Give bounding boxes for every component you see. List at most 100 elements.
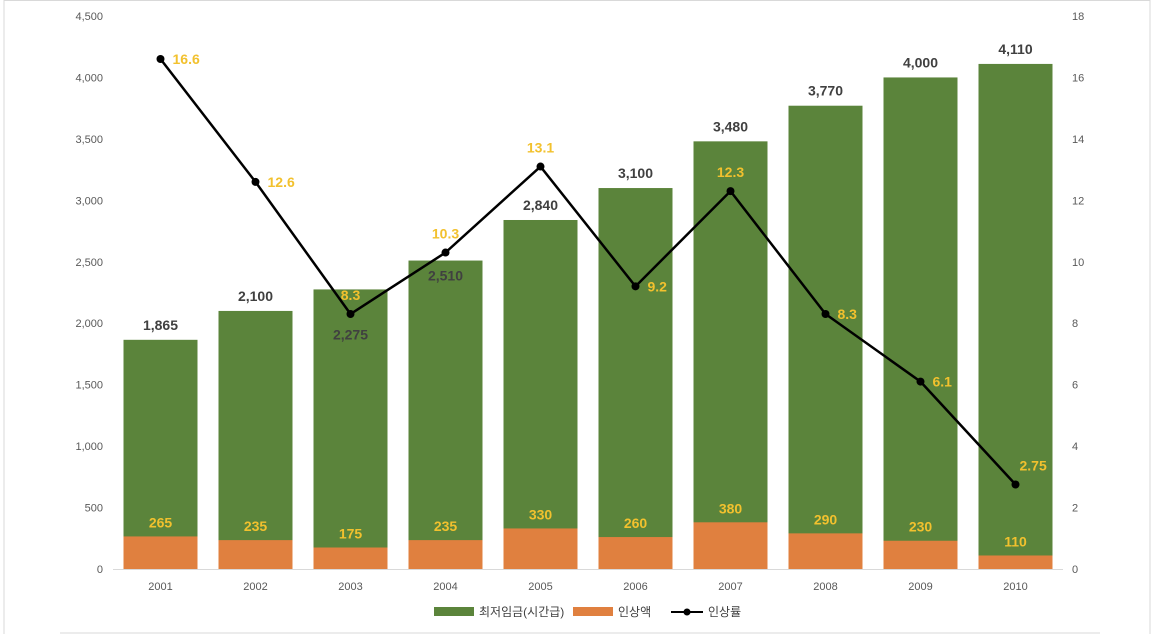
rate-point <box>156 55 165 64</box>
increase-bar <box>313 547 388 569</box>
left-axis-tick-label: 500 <box>85 503 103 515</box>
increase-bar <box>598 537 673 569</box>
rate-value-label: 16.6 <box>173 51 200 67</box>
left-axis-tick-label: 3,500 <box>75 134 103 146</box>
rate-value-label: 9.2 <box>648 278 668 294</box>
right-axis-tick-label: 2 <box>1072 503 1078 515</box>
right-axis-tick-label: 10 <box>1072 257 1084 269</box>
legend-label-wage: 최저임금(시간급) <box>479 605 564 619</box>
rate-value-label: 8.3 <box>341 287 361 303</box>
right-axis-tick-label: 4 <box>1072 441 1078 453</box>
rate-point <box>346 310 355 319</box>
increase-bar <box>408 540 483 569</box>
x-axis-tick-label: 2005 <box>528 581 552 593</box>
rate-point <box>251 177 260 186</box>
increase-value-label: 265 <box>149 514 173 530</box>
wage-bar <box>978 63 1053 569</box>
left-axis-tick-label: 4,000 <box>75 72 103 84</box>
right-axis-tick-label: 0 <box>1072 564 1078 576</box>
wage-bar <box>123 339 198 569</box>
left-axis-tick-label: 1,500 <box>75 380 103 392</box>
wage-value-label: 3,100 <box>618 165 653 181</box>
rate-point <box>726 187 735 196</box>
rate-point <box>821 310 830 319</box>
wage-bar <box>408 260 483 569</box>
rate-value-label: 12.3 <box>717 164 744 180</box>
right-axis-tick-label: 14 <box>1072 134 1084 146</box>
wage-bars <box>123 63 1053 570</box>
wage-bar <box>313 289 388 569</box>
legend-swatch-wage <box>434 607 474 616</box>
wage-bar <box>503 219 578 570</box>
wage-value-label: 2,840 <box>523 197 558 213</box>
right-axis-tick-label: 8 <box>1072 318 1078 330</box>
left-axis-tick-label: 1,000 <box>75 441 103 453</box>
left-y-axis: 0 500 1,000 1,500 2,000 2,500 3,000 3,500 4,000 4… <box>75 11 103 576</box>
right-axis-tick-label: 6 <box>1072 380 1078 392</box>
wage-value-label: 4,000 <box>903 54 938 70</box>
right-axis-tick-label: 18 <box>1072 11 1084 23</box>
increase-value-label: 260 <box>624 515 648 531</box>
legend-label-increase: 인상액 <box>618 605 651 619</box>
wage-value-label: 4,110 <box>998 41 1032 57</box>
wage-value-label: 2,275 <box>333 326 368 342</box>
x-axis-tick-label: 2004 <box>433 581 457 593</box>
wage-bar <box>788 105 863 569</box>
wage-bar <box>693 141 768 569</box>
x-axis-tick-label: 2010 <box>1003 581 1027 593</box>
rate-point <box>441 248 450 257</box>
increase-value-label: 380 <box>719 500 743 516</box>
x-axis-tick-label: 2002 <box>243 581 267 593</box>
increase-bars <box>123 522 1053 569</box>
wage-value-label: 1,865 <box>143 317 178 333</box>
increase-value-label: 235 <box>434 518 458 534</box>
x-axis-tick-label: 2009 <box>908 581 932 593</box>
increase-bar <box>788 533 863 569</box>
legend-label-rate: 인상률 <box>708 605 741 619</box>
rate-value-label: 13.1 <box>527 140 554 156</box>
left-axis-tick-label: 2,000 <box>75 318 103 330</box>
wage-value-label: 2,510 <box>428 268 463 284</box>
increase-value-label: 330 <box>529 506 553 522</box>
left-axis-tick-label: 3,000 <box>75 195 103 207</box>
x-axis-tick-label: 2007 <box>718 581 742 593</box>
rate-value-label: 10.3 <box>432 226 459 242</box>
x-axis-tick-label: 2003 <box>338 581 362 593</box>
x-axis-tick-label: 2006 <box>623 581 647 593</box>
increase-bar <box>503 528 578 569</box>
rate-line <box>156 55 1020 489</box>
rate-value-label: 6.1 <box>933 374 953 390</box>
left-axis-tick-label: 4,500 <box>75 11 103 23</box>
increase-value-label: 230 <box>909 519 933 535</box>
legend: 최저임금(시간급) 인상액 인상률 <box>434 605 741 619</box>
left-axis-tick-label: 0 <box>97 564 103 576</box>
rate-point <box>631 282 640 291</box>
right-axis-tick-label: 12 <box>1072 195 1084 207</box>
wage-value-label: 3,770 <box>808 83 843 99</box>
rate-point <box>1011 480 1020 489</box>
wage-bar <box>598 188 673 570</box>
rate-value-label: 8.3 <box>838 306 858 322</box>
wage-bar <box>883 77 958 569</box>
increase-value-label: 290 <box>814 511 838 527</box>
right-y-axis: 0 2 4 6 8 10 12 14 16 18 <box>1072 11 1084 576</box>
wage-value-label: 2,100 <box>238 288 273 304</box>
increase-bar <box>883 540 958 569</box>
legend-swatch-increase <box>573 607 613 616</box>
x-axis-tick-label: 2008 <box>813 581 837 593</box>
left-axis-tick-label: 2,500 <box>75 257 103 269</box>
data-labels: 1,865 2,100 2,275 2,510 2,840 3,100 3,480 3,770… <box>143 41 1047 550</box>
increase-bar <box>978 555 1053 569</box>
rate-line-path <box>159 58 1017 486</box>
x-axis-tick-label: 2001 <box>148 581 172 593</box>
increase-bar <box>123 536 198 569</box>
right-axis-tick-label: 16 <box>1072 72 1084 84</box>
wage-bar <box>218 310 293 569</box>
increase-bar <box>693 522 768 569</box>
rate-point <box>536 162 545 171</box>
wage-value-label: 3,480 <box>713 118 748 134</box>
increase-value-label: 110 <box>1004 533 1027 549</box>
x-axis: 2001 2002 2003 2004 2005 2006 2007 2008 2009 2010 <box>113 569 1063 593</box>
increase-value-label: 175 <box>339 525 363 541</box>
